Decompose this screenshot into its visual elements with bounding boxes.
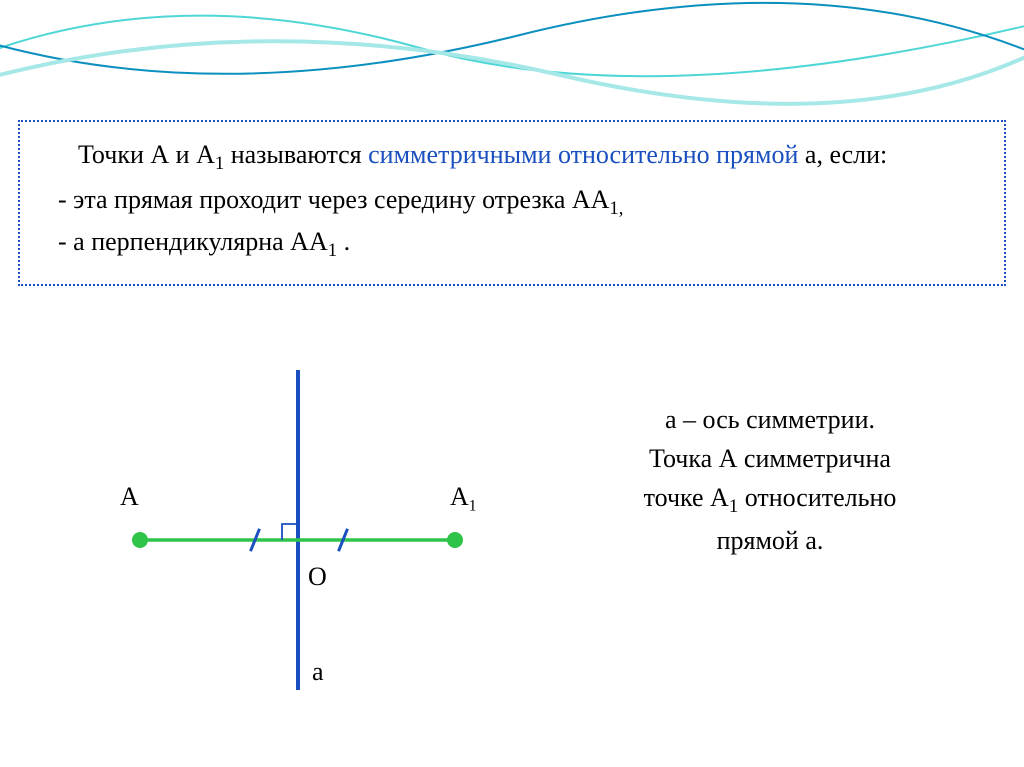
header-waves: [0, 0, 1024, 120]
side-explanation: а – ось симметрии. Точка А симметрична т…: [550, 400, 990, 560]
point-a1: [447, 532, 463, 548]
intro-highlight: симметричными относительно прямой: [368, 140, 798, 169]
bullet2-suffix: .: [337, 227, 350, 256]
intro-sub: 1: [215, 153, 224, 174]
bullet1-text: эта прямая проходит через середину отрез…: [73, 185, 609, 214]
side-line3-post: относительно: [738, 483, 896, 512]
side-line1: а – ось симметрии.: [550, 400, 990, 439]
symmetry-diagram: А А1 Оа: [60, 360, 500, 720]
label-a-point: А: [120, 482, 139, 511]
side-line2: Точка А симметрична: [550, 439, 990, 478]
right-angle-mark: [282, 524, 298, 540]
bullet-2: а перпендикулярна АА1 .: [58, 223, 986, 264]
bullet2-sub: 1: [328, 240, 337, 261]
side-line3-sub: 1: [729, 496, 738, 517]
intro-suffix: , если:: [816, 140, 887, 169]
label-a1-point: А1: [450, 482, 477, 515]
intro-prefix: Точки А и А: [78, 140, 215, 169]
definition-box: Точки А и А1 называются симметричными от…: [18, 120, 1006, 286]
label-o: О: [308, 562, 327, 591]
intro-after-highlight: а: [798, 140, 816, 169]
side-line4: прямой а.: [550, 521, 990, 560]
side-line3: точке А1 относительно: [550, 478, 990, 521]
bullet2-text: а перпендикулярна АА: [73, 227, 328, 256]
side-line3-pre: точке А: [644, 483, 729, 512]
intro-mid: называются: [224, 140, 368, 169]
label-line-a: а: [312, 657, 324, 686]
point-a: [132, 532, 148, 548]
bullet1-sub: 1,: [609, 199, 623, 220]
bullet-1: эта прямая проходит через середину отрез…: [58, 181, 986, 222]
definition-intro: Точки А и А1 называются симметричными от…: [78, 136, 986, 177]
